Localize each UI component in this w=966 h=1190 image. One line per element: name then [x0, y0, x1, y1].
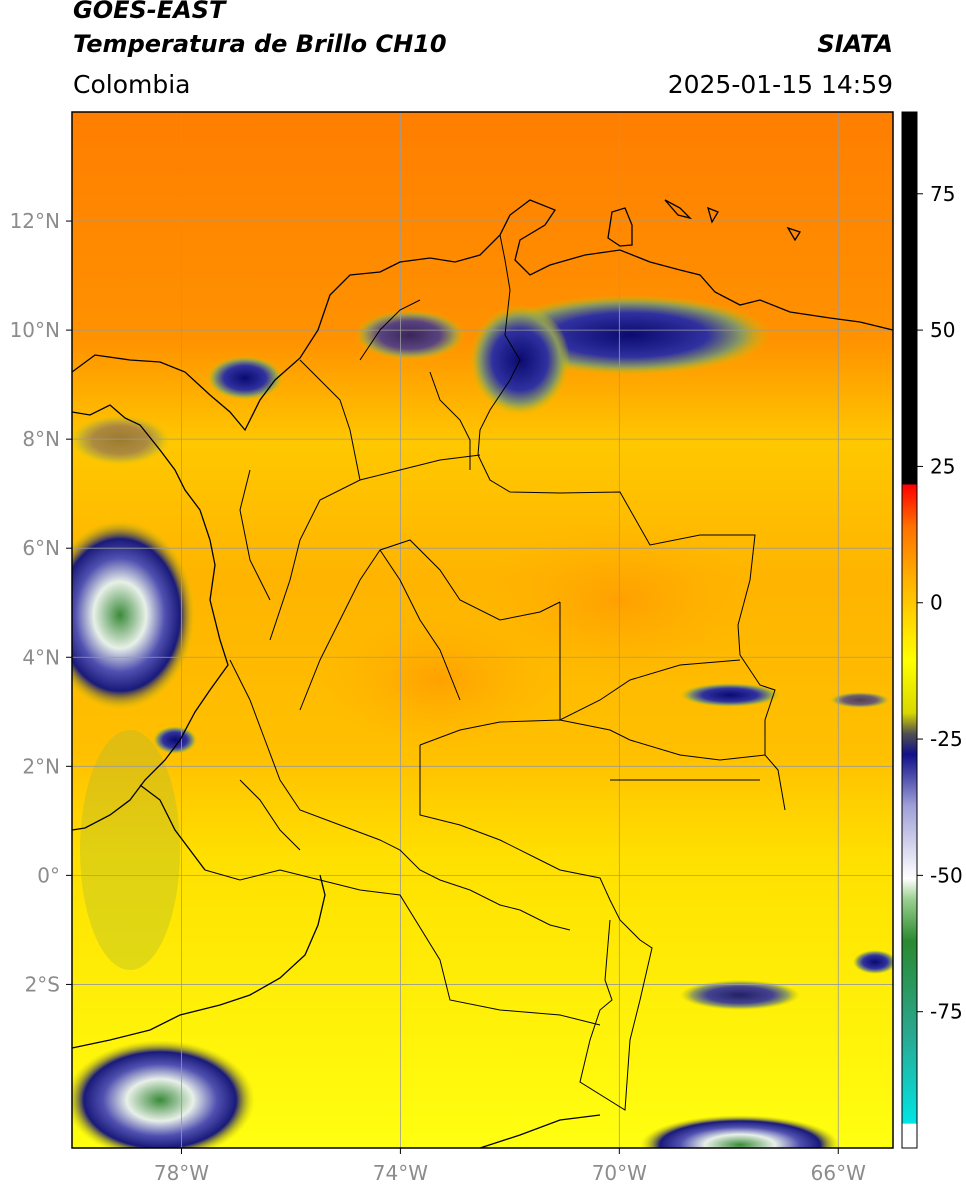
colorbar-tick-label: 75 [930, 182, 955, 206]
cloud-system-cold [72, 520, 195, 710]
cloud-system [680, 980, 800, 1010]
colorbar-tick-label: 25 [930, 454, 955, 478]
product-title: Temperatura de Brillo CH10 [73, 30, 447, 58]
country-borders [204, 234, 786, 1111]
region-label: Colombia [73, 70, 191, 99]
lat-tick-label: 8°N [22, 427, 60, 451]
cloud-system-cold [72, 1040, 255, 1148]
lon-tick-label: 74°W [373, 1161, 428, 1185]
satellite-title: GOES-EAST [73, 0, 226, 24]
cloud-system [680, 683, 780, 707]
cloud-system [853, 950, 893, 974]
latitude-axis: 12°N 10°N 8°N 6°N 4°N 2°N 0° 2°S [10, 209, 72, 996]
longitude-axis: 78°W 74°W 70°W 66°W [154, 1148, 866, 1185]
cloud-band [80, 730, 180, 970]
colorbar-axis: 75 50 25 0 -25 -50 -75 [917, 182, 963, 1024]
datetime-label: 2025-01-15 14:59 [667, 70, 893, 99]
lon-tick-label: 70°W [592, 1161, 647, 1185]
lat-tick-label: 10°N [10, 318, 60, 342]
lat-tick-label: 12°N [10, 209, 60, 233]
colorbar-tick-label: -25 [930, 727, 963, 751]
lat-tick-label: 0° [37, 863, 60, 887]
lat-tick-label: 2°S [25, 972, 60, 996]
cloud-system [153, 726, 197, 754]
coastlines [72, 199, 893, 1148]
colorbar-tick-label: 50 [930, 318, 955, 342]
agency-label: SIATA [817, 30, 893, 58]
colorbar-tick-label: -75 [930, 1000, 963, 1024]
lon-tick-label: 78°W [154, 1161, 209, 1185]
colorbar [901, 111, 918, 1149]
map-frame [71, 111, 894, 1149]
lat-tick-label: 6°N [22, 536, 60, 560]
cloud-system-cold [640, 1115, 840, 1148]
map-area [72, 112, 893, 1148]
cloud-system [830, 692, 890, 708]
colorbar-tick-label: -50 [930, 863, 963, 887]
warm-region [320, 610, 560, 750]
cloud-system [72, 415, 170, 465]
lon-tick-label: 66°W [811, 1161, 866, 1185]
graticule [72, 112, 893, 1148]
lat-tick-label: 4°N [22, 645, 60, 669]
cloud-system [355, 310, 465, 360]
warm-region [480, 520, 760, 680]
cloud-system [207, 356, 283, 400]
colorbar-tick-label: 0 [930, 591, 943, 615]
lat-tick-label: 2°N [22, 754, 60, 778]
